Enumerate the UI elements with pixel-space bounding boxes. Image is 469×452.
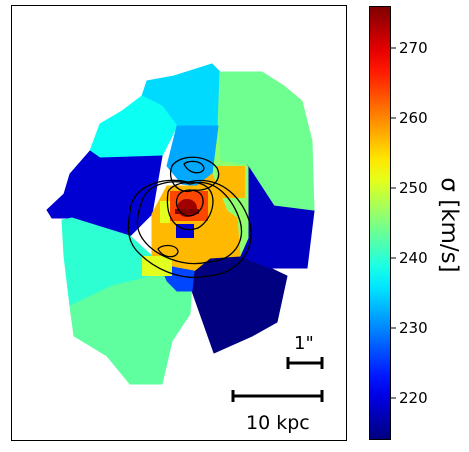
- colorbar-tick-label-270: 270: [399, 39, 428, 57]
- scale-bar-kpc-label: 10 kpc: [246, 412, 310, 434]
- colorbar-tick-label-240: 240: [399, 249, 428, 267]
- map-canvas: [46, 63, 324, 402]
- bin-nucleus-bar: [175, 209, 199, 214]
- bin-south: [69, 270, 193, 385]
- colorbar-tick-label-250: 250: [399, 179, 428, 197]
- scale-bar-arcsec-label: 1": [294, 333, 314, 354]
- colorbar-tick-label-260: 260: [399, 109, 428, 127]
- flux-contour-4: [166, 181, 214, 231]
- flux-contour-6: [157, 244, 179, 258]
- velocity-dispersion-map: 1" 10 kpc: [11, 5, 347, 441]
- bin-west: [46, 150, 163, 237]
- colorbar: [369, 6, 391, 440]
- colorbar-tick-label-230: 230: [399, 319, 428, 337]
- flux-contour-3: [127, 179, 252, 278]
- flux-contour-5: [175, 189, 204, 217]
- bin-inner-west-yellow: [160, 201, 170, 223]
- colorbar-label: σ [km/s]: [436, 177, 462, 273]
- colorbar-tick-label-220: 220: [399, 389, 428, 407]
- flux-contour-7: [183, 160, 205, 174]
- flux-contour-1: [169, 156, 220, 192]
- flux-contour-2: [136, 181, 243, 265]
